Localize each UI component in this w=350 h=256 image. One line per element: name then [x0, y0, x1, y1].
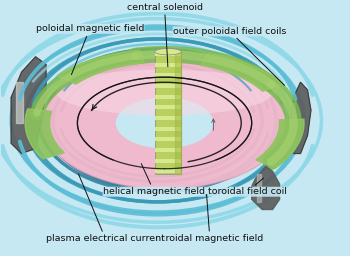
- FancyBboxPatch shape: [155, 159, 181, 163]
- Polygon shape: [292, 103, 295, 143]
- FancyBboxPatch shape: [155, 52, 181, 56]
- Text: toroidal field coil: toroidal field coil: [208, 178, 287, 196]
- Text: plasma electrical current: plasma electrical current: [46, 174, 165, 243]
- Text: toroidal magnetic field: toroidal magnetic field: [156, 195, 264, 243]
- Polygon shape: [290, 82, 311, 154]
- Polygon shape: [257, 174, 261, 202]
- Polygon shape: [25, 109, 64, 159]
- Ellipse shape: [43, 57, 287, 189]
- FancyBboxPatch shape: [155, 169, 181, 173]
- FancyBboxPatch shape: [155, 127, 181, 131]
- Polygon shape: [252, 166, 280, 209]
- Text: outer poloidal field coils: outer poloidal field coils: [173, 27, 287, 85]
- Polygon shape: [201, 53, 284, 91]
- FancyBboxPatch shape: [155, 148, 181, 152]
- Ellipse shape: [56, 70, 273, 115]
- Text: central solenoid: central solenoid: [127, 3, 203, 67]
- FancyBboxPatch shape: [155, 52, 181, 174]
- Polygon shape: [16, 82, 23, 123]
- Ellipse shape: [116, 98, 214, 148]
- FancyBboxPatch shape: [155, 137, 181, 141]
- Polygon shape: [256, 119, 304, 168]
- Polygon shape: [11, 57, 46, 154]
- FancyBboxPatch shape: [155, 116, 181, 120]
- FancyBboxPatch shape: [155, 105, 181, 110]
- FancyBboxPatch shape: [155, 95, 181, 99]
- Polygon shape: [57, 50, 144, 84]
- Polygon shape: [256, 119, 304, 168]
- Polygon shape: [57, 50, 144, 84]
- Polygon shape: [175, 52, 181, 174]
- Polygon shape: [25, 109, 64, 159]
- Polygon shape: [201, 53, 284, 91]
- FancyBboxPatch shape: [155, 63, 181, 67]
- Text: poloidal magnetic field: poloidal magnetic field: [36, 24, 144, 74]
- FancyBboxPatch shape: [155, 84, 181, 88]
- Ellipse shape: [155, 49, 181, 55]
- FancyBboxPatch shape: [155, 73, 181, 78]
- Text: helical magnetic field: helical magnetic field: [103, 164, 205, 196]
